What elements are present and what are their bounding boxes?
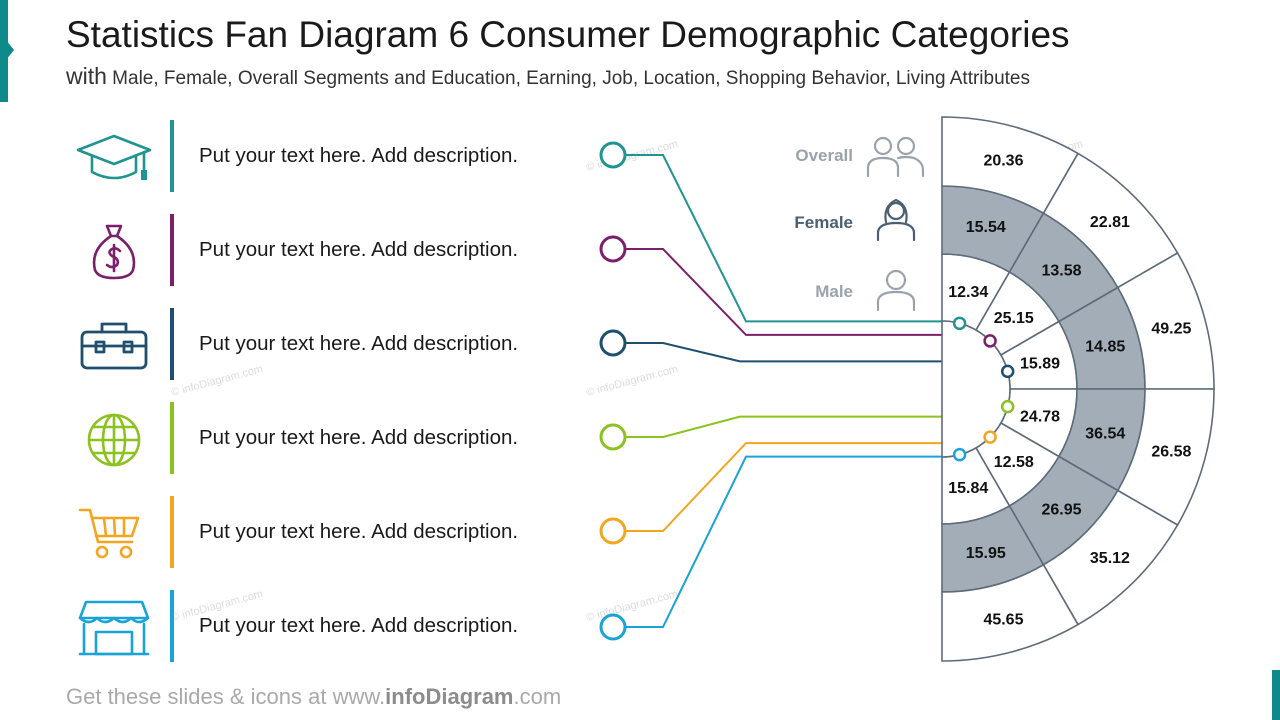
subtitle-rest: Male, Female, Overall Segments and Educa… bbox=[106, 68, 1031, 89]
store-icon bbox=[74, 598, 154, 658]
overall-icon bbox=[866, 136, 925, 178]
female-value-label: 26.95 bbox=[1041, 502, 1081, 519]
connector-line bbox=[626, 436, 991, 532]
connector-start-circle bbox=[599, 235, 627, 263]
fan-segments: 12.34 25.15 15.89 24.78 12.58 15.84 15.54 13.58… bbox=[941, 116, 1215, 662]
footer-suffix: .com bbox=[513, 684, 562, 709]
connector-line bbox=[626, 154, 960, 325]
money-bag-icon bbox=[74, 222, 154, 282]
male-value-label: 12.58 bbox=[994, 454, 1034, 471]
footer-prefix: Get these slides & icons at www. bbox=[66, 684, 386, 709]
row-divider bbox=[170, 214, 174, 286]
subtitle-lead: with bbox=[66, 63, 107, 89]
connector-start-circle bbox=[599, 517, 627, 545]
legend: Overall Female Male bbox=[794, 136, 925, 312]
list-item-living: Put your text here. Add description. bbox=[0, 588, 600, 668]
female-icon bbox=[876, 198, 916, 242]
connector-end-dot bbox=[1000, 399, 1015, 414]
row-description: Put your text here. Add description. bbox=[199, 332, 519, 355]
male-icon bbox=[876, 269, 916, 312]
male-value-label: 12.34 bbox=[948, 284, 988, 301]
female-value-label: 15.95 bbox=[966, 545, 1006, 562]
accent-notch bbox=[6, 40, 14, 60]
row-divider bbox=[170, 120, 174, 192]
row-description: Put your text here. Add description. bbox=[199, 520, 519, 543]
row-description: Put your text here. Add description. bbox=[199, 144, 519, 167]
male-value-label: 15.89 bbox=[1020, 356, 1060, 373]
overall-value-label: 49.25 bbox=[1151, 321, 1191, 338]
row-divider bbox=[170, 590, 174, 662]
list-item-job: Put your text here. Add description. bbox=[0, 306, 600, 386]
male-value-label: 15.84 bbox=[948, 480, 988, 497]
list-item-education: Put your text here. Add description. bbox=[0, 118, 600, 198]
connector-line bbox=[626, 453, 960, 628]
connector-start-circle bbox=[599, 423, 627, 451]
accent-bar bbox=[0, 0, 8, 102]
row-divider bbox=[170, 308, 174, 380]
overall-value-label: 20.36 bbox=[983, 153, 1023, 170]
row-description: Put your text here. Add description. bbox=[199, 238, 519, 261]
connector-start-circle bbox=[599, 613, 627, 641]
female-value-label: 15.54 bbox=[966, 219, 1006, 236]
list-item-earning: Put your text here. Add description. bbox=[0, 212, 600, 292]
overall-segment bbox=[941, 563, 1080, 662]
connector-end-dot bbox=[952, 447, 967, 462]
female-value-label: 14.85 bbox=[1085, 338, 1125, 355]
connector-line bbox=[626, 248, 991, 342]
overall-value-label: 26.58 bbox=[1151, 443, 1191, 460]
corner-accent-bar bbox=[1272, 670, 1280, 720]
page-title: Statistics Fan Diagram 6 Consumer Demogr… bbox=[66, 14, 1070, 55]
footer-brand: infoDiagram bbox=[385, 684, 514, 709]
connector-end-dot bbox=[983, 430, 997, 444]
list-item-location: Put your text here. Add description. bbox=[0, 400, 600, 480]
overall-value-label: 35.12 bbox=[1090, 550, 1130, 567]
row-divider bbox=[170, 402, 174, 474]
legend-overall-label: Overall bbox=[795, 146, 853, 165]
footer-text: Get these slides & icons at www.infoDiag… bbox=[66, 684, 561, 710]
legend-female-label: Female bbox=[794, 213, 853, 232]
globe-icon bbox=[74, 410, 154, 470]
connector-end-dot bbox=[1000, 364, 1015, 379]
connector-end-dot bbox=[983, 334, 997, 348]
overall-value-label: 22.81 bbox=[1090, 214, 1130, 231]
row-description: Put your text here. Add description. bbox=[199, 426, 519, 449]
male-value-label: 24.78 bbox=[1020, 408, 1060, 425]
toolbox-icon bbox=[74, 316, 154, 376]
shopping-cart-icon bbox=[74, 504, 154, 564]
connector-start-circle bbox=[599, 329, 627, 357]
male-value-label: 25.15 bbox=[994, 310, 1034, 327]
female-value-label: 13.58 bbox=[1041, 262, 1081, 279]
legend-male-label: Male bbox=[815, 282, 853, 301]
list-item-shopping: Put your text here. Add description. bbox=[0, 494, 600, 574]
female-value-label: 36.54 bbox=[1085, 426, 1125, 443]
connector-start-circle bbox=[599, 141, 627, 169]
row-divider bbox=[170, 496, 174, 568]
row-description: Put your text here. Add description. bbox=[199, 614, 519, 637]
overall-value-label: 45.65 bbox=[983, 611, 1023, 628]
graduation-cap-icon bbox=[74, 128, 154, 188]
page-subtitle: with Male, Female, Overall Segments and … bbox=[66, 63, 1030, 90]
connector-end-dot bbox=[952, 316, 967, 331]
